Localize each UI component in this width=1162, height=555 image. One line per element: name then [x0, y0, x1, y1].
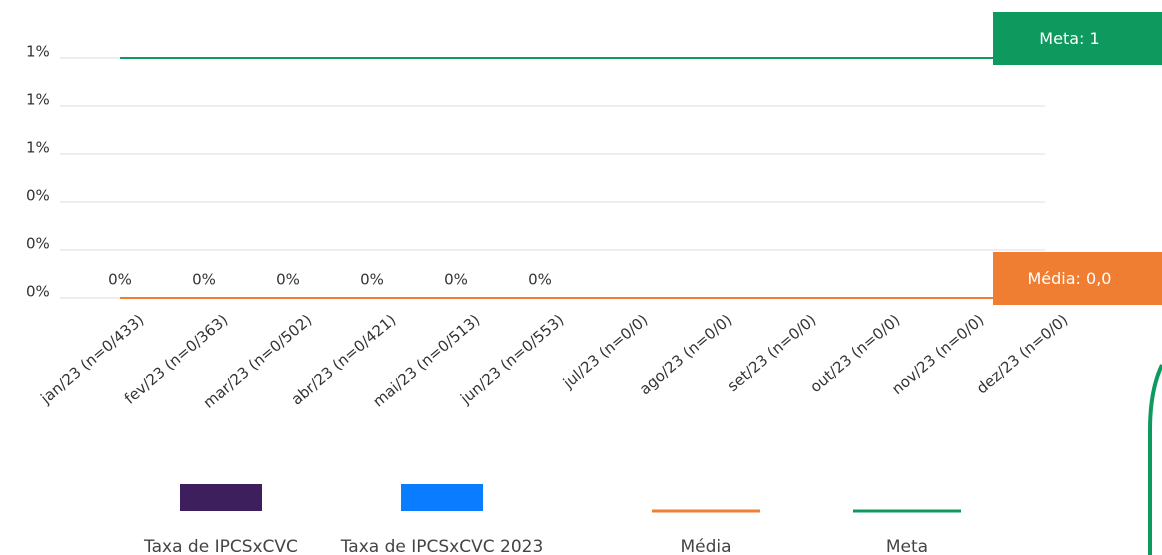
y-tick-label: 1% [26, 43, 50, 61]
callout-box [993, 252, 1162, 305]
y-tick-label: 1% [26, 139, 50, 157]
legend-label: Meta [886, 537, 928, 555]
legend-label: Média [680, 537, 731, 555]
x-tick-label: set/23 (n=0/0) [724, 311, 820, 395]
x-tick-label: ago/23 (n=0/0) [636, 311, 735, 399]
decoration [1148, 364, 1162, 555]
callout-text: Média: 0,0 [1028, 269, 1112, 288]
data-label: 0% [192, 271, 216, 289]
y-tick-label: 0% [26, 187, 50, 205]
legend-swatch [180, 484, 262, 511]
y-tick-label: 0% [26, 235, 50, 253]
x-tick-label: jul/23 (n=0/0) [559, 311, 652, 393]
legend-label: Taxa de IPCSxCVC [143, 537, 298, 555]
x-tick-label: nov/23 (n=0/0) [888, 311, 987, 398]
data-label: 0% [276, 271, 300, 289]
y-tick-label: 0% [26, 283, 50, 301]
y-tick-label: 1% [26, 91, 50, 109]
callout-text: Meta: 1 [1039, 29, 1099, 48]
data-label: 0% [528, 271, 552, 289]
data-label: 0% [444, 271, 468, 289]
data-label: 0% [360, 271, 384, 289]
legend-swatch [401, 484, 483, 511]
x-tick-label: dez/23 (n=0/0) [973, 311, 1071, 398]
data-label: 0% [108, 271, 132, 289]
callout-box [993, 12, 1162, 65]
legend-label: Taxa de IPCSxCVC 2023 [340, 537, 544, 555]
